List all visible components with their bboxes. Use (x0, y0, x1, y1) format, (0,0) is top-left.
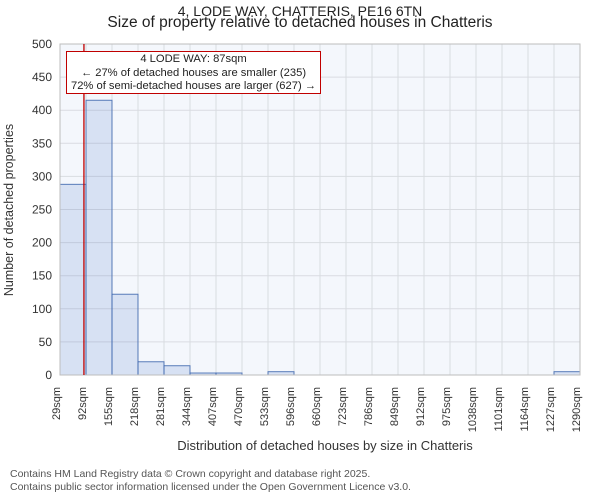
svg-text:155sqm: 155sqm (103, 387, 115, 426)
svg-text:912sqm: 912sqm (415, 387, 427, 426)
svg-text:533sqm: 533sqm (259, 387, 271, 426)
svg-text:100: 100 (32, 302, 52, 316)
svg-text:723sqm: 723sqm (337, 387, 349, 426)
svg-text:1227sqm: 1227sqm (545, 387, 557, 432)
svg-text:500: 500 (32, 37, 52, 51)
svg-text:281sqm: 281sqm (155, 387, 167, 426)
svg-text:0: 0 (45, 368, 52, 382)
svg-text:470sqm: 470sqm (233, 387, 245, 426)
svg-text:1164sqm: 1164sqm (519, 387, 531, 431)
svg-text:29sqm: 29sqm (51, 387, 63, 420)
svg-text:344sqm: 344sqm (181, 387, 193, 426)
svg-text:1101sqm: 1101sqm (493, 387, 505, 431)
svg-text:450: 450 (32, 70, 52, 84)
svg-text:200: 200 (32, 236, 52, 250)
svg-text:975sqm: 975sqm (441, 387, 453, 426)
svg-text:400: 400 (32, 103, 52, 117)
svg-text:1290sqm: 1290sqm (571, 387, 583, 432)
svg-text:849sqm: 849sqm (389, 387, 401, 426)
svg-text:660sqm: 660sqm (311, 387, 323, 426)
svg-text:407sqm: 407sqm (207, 387, 219, 426)
svg-text:596sqm: 596sqm (285, 387, 297, 426)
svg-text:350: 350 (32, 136, 52, 150)
svg-text:150: 150 (32, 269, 52, 283)
svg-text:218sqm: 218sqm (129, 387, 141, 426)
svg-text:786sqm: 786sqm (363, 387, 375, 426)
svg-text:1038sqm: 1038sqm (467, 387, 479, 432)
svg-text:250: 250 (32, 203, 52, 217)
svg-text:50: 50 (39, 335, 53, 349)
svg-text:300: 300 (32, 169, 52, 183)
svg-text:92sqm: 92sqm (77, 387, 89, 420)
